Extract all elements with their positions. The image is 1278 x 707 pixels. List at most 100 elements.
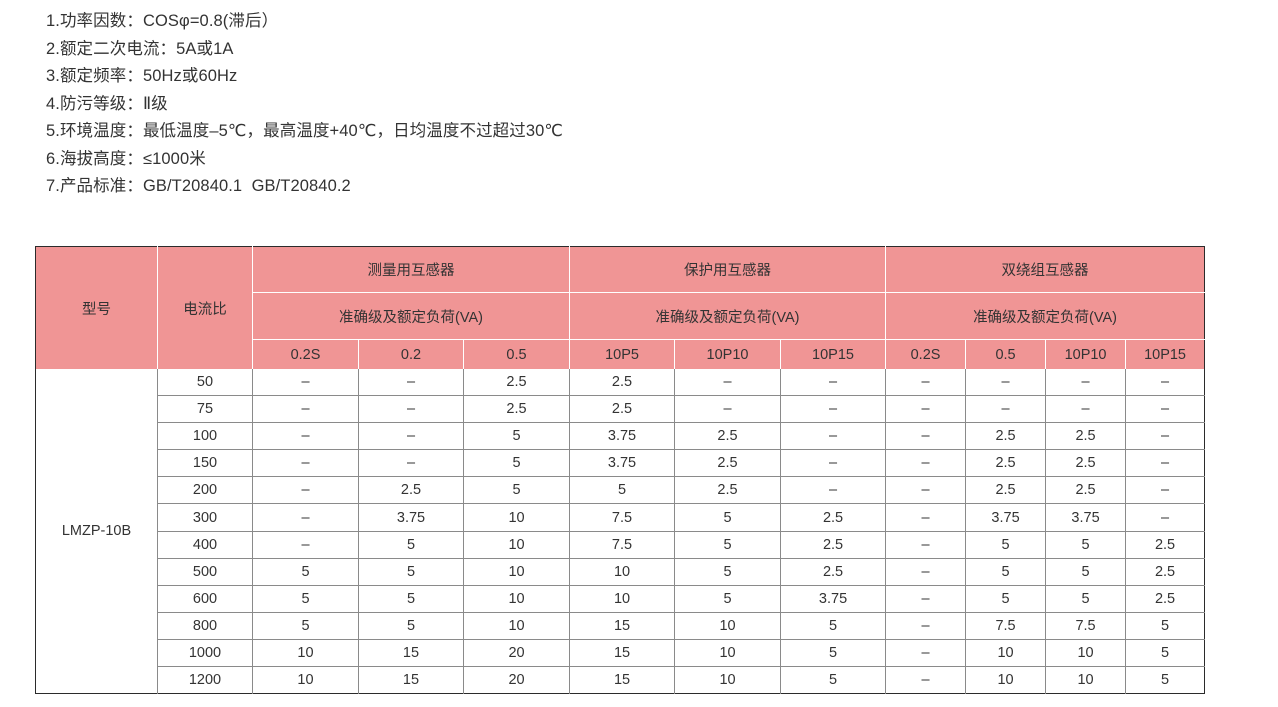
burden-value-cell: 3.75 [780, 585, 887, 613]
burden-value-cell: 2.5 [1045, 476, 1127, 505]
burden-value-cell: 2.5 [780, 558, 887, 586]
burden-value-cell: 10 [252, 666, 359, 694]
model-name-cell: LMZP-10B [35, 369, 158, 694]
current-ratio-cell: 100 [157, 422, 253, 451]
burden-value-cell: – [252, 395, 359, 424]
table-row: 1000 10 15 20 15 10 5–10 10 5 [36, 639, 1205, 668]
burden-value-cell: – [358, 422, 464, 451]
burden-value-cell: 5 [463, 422, 571, 451]
header-row-classes: 0.2S 0.2 0.5 10P5 10P10 10P15 0.2S 0.5 1… [36, 339, 1205, 369]
burden-value-cell: 2.5 [780, 531, 887, 559]
current-ratio-cell: 200 [157, 476, 253, 505]
burden-value-cell: – [252, 503, 359, 532]
burden-value-cell: 10 [674, 639, 782, 668]
burden-value-cell: – [885, 585, 967, 613]
burden-value-cell: 5 [358, 612, 464, 640]
burden-value-cell: 7.5 [965, 612, 1047, 640]
burden-value-cell: 2.5 [1125, 558, 1205, 586]
current-ratio-cell: 600 [157, 585, 253, 613]
table-row: 75– –2.5 2.5– – – – – – [36, 395, 1205, 424]
burden-value-cell: 7.5 [569, 503, 676, 532]
header-class-p-1: 10P10 [674, 339, 782, 369]
burden-value-cell: – [965, 369, 1047, 397]
table-row: 300–3.75 10 7.5 5 2.5–3.75 3.75– [36, 503, 1205, 532]
burden-value-cell: 2.5 [1125, 531, 1205, 559]
burden-value-cell: 5 [1125, 666, 1205, 694]
burden-value-cell: 15 [358, 666, 464, 694]
header-class-m-1: 0.2 [358, 339, 464, 369]
burden-value-cell: 5 [674, 503, 782, 532]
burden-value-cell: 5 [965, 531, 1047, 559]
burden-value-cell: – [885, 558, 967, 586]
header-class-d-2: 10P10 [1045, 339, 1127, 369]
table-row: 800 5 5 10 15 10 5–7.5 7.5 5 [36, 612, 1205, 640]
burden-value-cell: 5 [569, 476, 676, 505]
burden-value-cell: 3.75 [569, 422, 676, 451]
burden-value-cell: – [1125, 449, 1205, 478]
burden-value-cell: 5 [780, 639, 887, 668]
burden-value-cell: – [1125, 369, 1205, 397]
table-row: LMZP-10B 50– –2.5 2.5– – – – – – [35, 369, 1205, 694]
burden-value-cell: – [885, 422, 967, 451]
burden-value-cell: – [780, 369, 887, 397]
table-header: 型号 电流比 测量用互感器 保护用互感器 双绕组互感器 准确级及额定负荷(VA)… [35, 246, 1205, 369]
current-ratio-cell: 500 [157, 558, 253, 586]
burden-value-cell: 5 [1125, 639, 1205, 668]
burden-value-cell: 5 [1045, 585, 1127, 613]
burden-value-cell: 2.5 [463, 395, 571, 424]
current-ratio-cell: 800 [157, 612, 253, 640]
burden-value-cell: – [780, 395, 887, 424]
burden-value-cell: – [252, 369, 359, 397]
burden-value-cell: 5 [1045, 558, 1127, 586]
header-class-d-0: 0.2S [885, 339, 967, 369]
burden-value-cell: – [1045, 395, 1127, 424]
burden-value-cell: 15 [569, 666, 676, 694]
burden-value-cell: – [780, 422, 887, 451]
transformer-rating-table: 型号 电流比 测量用互感器 保护用互感器 双绕组互感器 准确级及额定负荷(VA)… [35, 246, 1206, 695]
burden-value-cell: 10 [463, 612, 571, 640]
burden-value-cell: – [358, 449, 464, 478]
burden-value-cell: 5 [358, 531, 464, 559]
header-row-group: 型号 电流比 测量用互感器 保护用互感器 双绕组互感器 [35, 246, 1205, 369]
header-group-protection: 保护用互感器 [569, 246, 887, 293]
table-row: 200–2.5 5 5 2.5– –2.5 2.5– [36, 476, 1205, 505]
burden-value-cell: 5 [965, 558, 1047, 586]
header-class-m-0: 0.2S [252, 339, 359, 369]
burden-value-cell: – [965, 395, 1047, 424]
header-current-ratio: 电流比 [157, 246, 253, 369]
burden-value-cell: – [885, 395, 967, 424]
table-row: 1200 10 15 20 15 10 5–10 10 5 [36, 666, 1205, 694]
burden-value-cell: – [885, 612, 967, 640]
burden-value-cell: 5 [965, 585, 1047, 613]
current-ratio-cell: 1000 [157, 639, 253, 668]
burden-value-cell: 5 [674, 558, 782, 586]
burden-value-cell: 2.5 [463, 369, 571, 397]
burden-value-cell: 2.5 [1045, 422, 1127, 451]
burden-value-cell: – [885, 531, 967, 559]
spec-line: 1.功率因数：COSφ=0.8(滞后） [46, 12, 279, 30]
burden-value-cell: 5 [674, 585, 782, 613]
table-row: 600 5 5 10 10 5 3.75–5 5 2.5 [36, 585, 1205, 613]
header-class-m-2: 0.5 [463, 339, 571, 369]
burden-value-cell: 10 [1045, 639, 1127, 668]
header-class-p-0: 10P5 [569, 339, 676, 369]
current-ratio-cell: 300 [157, 503, 253, 532]
burden-value-cell: 3.75 [965, 503, 1047, 532]
burden-value-cell: 2.5 [1045, 449, 1127, 478]
burden-value-cell: – [674, 395, 782, 424]
burden-value-cell: – [885, 449, 967, 478]
burden-value-cell: 5 [1125, 612, 1205, 640]
transformer-rating-table-wrapper: 型号 电流比 测量用互感器 保护用互感器 双绕组互感器 准确级及额定负荷(VA)… [35, 246, 1206, 695]
burden-value-cell: – [1125, 395, 1205, 424]
burden-value-cell: 10 [463, 585, 571, 613]
specification-list: 1.功率因数：COSφ=0.8(滞后） 2.额定二次电流：5A或1A 3.额定频… [46, 8, 1226, 201]
burden-value-cell: 5 [358, 585, 464, 613]
burden-value-cell: – [252, 531, 359, 559]
header-sub-protection: 准确级及额定负荷(VA) [569, 292, 887, 340]
burden-value-cell: 2.5 [674, 449, 782, 478]
burden-value-cell: – [885, 369, 967, 397]
burden-value-cell: 10 [463, 531, 571, 559]
burden-value-cell: 3.75 [1045, 503, 1127, 532]
burden-value-cell: 5 [674, 531, 782, 559]
burden-value-cell: 15 [569, 612, 676, 640]
